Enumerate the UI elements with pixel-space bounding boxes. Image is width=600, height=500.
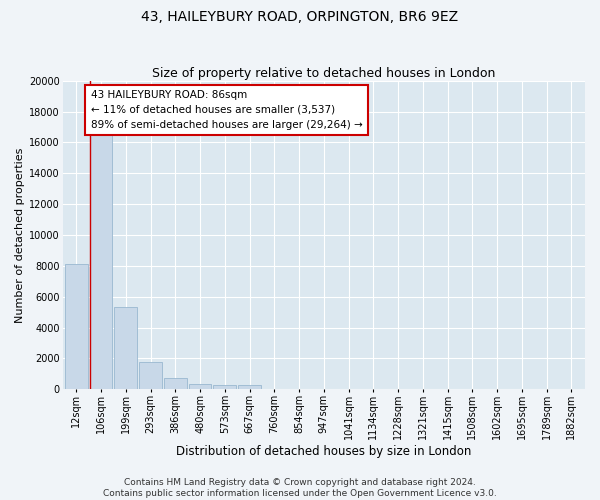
Bar [164, 378, 187, 390]
Bar [65, 264, 88, 390]
Bar [214, 386, 236, 390]
Bar [188, 384, 211, 390]
X-axis label: Distribution of detached houses by size in London: Distribution of detached houses by size … [176, 444, 472, 458]
Bar [238, 386, 261, 390]
Title: Size of property relative to detached houses in London: Size of property relative to detached ho… [152, 66, 496, 80]
Y-axis label: Number of detached properties: Number of detached properties [15, 148, 25, 322]
Text: 43, HAILEYBURY ROAD, ORPINGTON, BR6 9EZ: 43, HAILEYBURY ROAD, ORPINGTON, BR6 9EZ [142, 10, 458, 24]
Bar [115, 308, 137, 390]
Text: Contains HM Land Registry data © Crown copyright and database right 2024.
Contai: Contains HM Land Registry data © Crown c… [103, 478, 497, 498]
Bar [89, 133, 112, 390]
Bar [139, 362, 162, 390]
Text: 43 HAILEYBURY ROAD: 86sqm
← 11% of detached houses are smaller (3,537)
89% of se: 43 HAILEYBURY ROAD: 86sqm ← 11% of detac… [91, 90, 362, 130]
